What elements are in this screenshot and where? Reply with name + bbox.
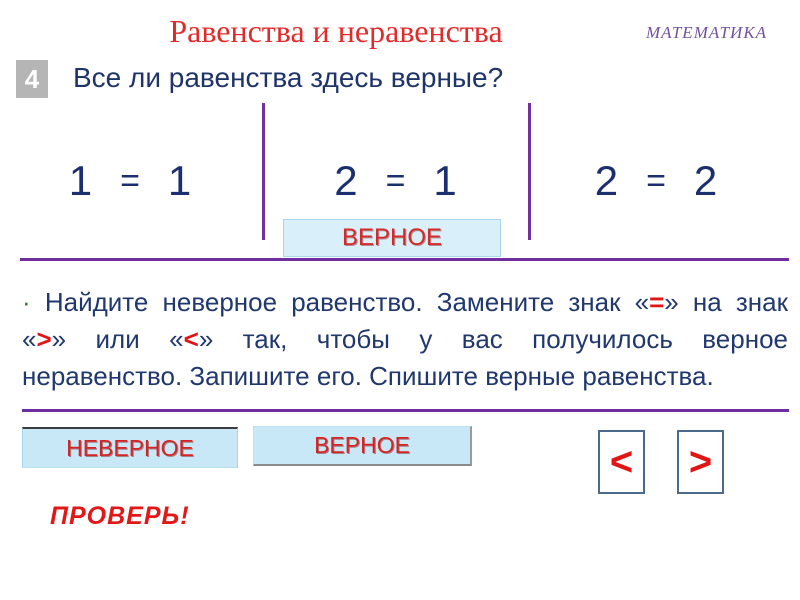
answer-box-wrong[interactable]: НЕВЕРНОЕ — [22, 427, 238, 468]
column-divider-left — [262, 103, 265, 240]
equality-2-op: = — [385, 161, 406, 200]
equality-1-left: 1 — [68, 157, 93, 204]
task-text-segment: « — [22, 324, 37, 354]
equality-3: 2 = 2 — [530, 152, 782, 210]
task-text-segment: » или « — [51, 324, 184, 354]
task-text-segment: > — [36, 324, 52, 354]
greater-sign-box[interactable]: > — [677, 430, 724, 494]
less-sign-box[interactable]: < — [598, 430, 645, 494]
task-text-segment: » так, чтобы у вас получилось верное — [198, 324, 788, 354]
divider-line-top — [20, 258, 789, 261]
subject-label: МАТЕМАТИКА — [645, 23, 767, 42]
divider-line-bottom — [22, 409, 789, 412]
equality-2-right: 1 — [433, 157, 457, 204]
task-text-segment: Найдите неверное равенство. Замените зна… — [44, 287, 650, 317]
task-text-segment: · — [22, 287, 45, 317]
task-text-segment: = — [649, 287, 665, 317]
equality-1: 1 = 1 — [0, 152, 260, 210]
question-text: Все ли равенства здесь верные? — [73, 62, 504, 93]
slide-number-badge: 4 — [16, 60, 48, 98]
task-text-segment: » на знак — [664, 287, 788, 317]
equality-3-op: = — [646, 161, 666, 200]
verdict-box-middle[interactable]: ВЕРНОЕ — [283, 219, 501, 257]
check-button[interactable]: ПРОВЕРЬ! — [50, 502, 190, 530]
task-text-segment: < — [183, 324, 199, 354]
page-title: Равенства и неравенства — [169, 13, 503, 49]
task-line-1: · Найдите неверное равенство. Замените з… — [22, 284, 788, 321]
equality-1-op: = — [120, 161, 140, 200]
task-paragraph: · Найдите неверное равенство. Замените з… — [22, 284, 788, 395]
answer-box-right[interactable]: ВЕРНОЕ — [253, 426, 472, 466]
task-text-segment: неравенство. Запишите его. Спишите верны… — [22, 361, 714, 391]
equality-3-right: 2 — [693, 157, 718, 204]
task-line-2: «>» или «<» так, чтобы у вас получилось … — [22, 321, 788, 358]
column-divider-right — [528, 103, 531, 240]
equality-1-right: 1 — [167, 157, 192, 204]
equality-2: 2 = 1 — [263, 152, 528, 210]
equality-2-left: 2 — [334, 157, 358, 204]
equality-3-left: 2 — [594, 157, 619, 204]
task-line-3: неравенство. Запишите его. Спишите верны… — [22, 358, 788, 395]
